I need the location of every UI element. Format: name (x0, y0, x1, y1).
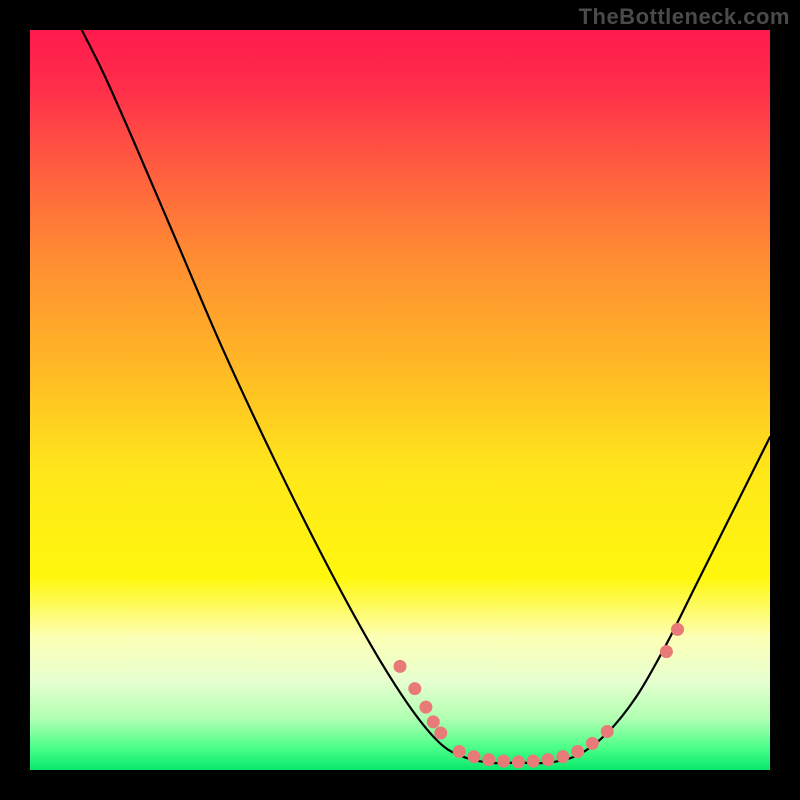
data-marker (556, 750, 569, 763)
data-marker (660, 645, 673, 658)
plot-area (30, 30, 770, 770)
data-marker (394, 660, 407, 673)
data-marker (586, 737, 599, 750)
data-marker (571, 745, 584, 758)
data-marker (601, 725, 614, 738)
data-marker (468, 750, 481, 763)
watermark-text: TheBottleneck.com (579, 4, 790, 30)
chart-svg (30, 30, 770, 770)
data-marker (512, 755, 525, 768)
data-marker (497, 755, 510, 768)
data-marker (419, 701, 432, 714)
data-marker (527, 755, 540, 768)
data-marker (542, 753, 555, 766)
chart-container: TheBottleneck.com (0, 0, 800, 800)
data-marker (671, 623, 684, 636)
data-marker (427, 715, 440, 728)
data-marker (453, 745, 466, 758)
data-marker (434, 727, 447, 740)
data-marker (482, 753, 495, 766)
data-marker (408, 682, 421, 695)
